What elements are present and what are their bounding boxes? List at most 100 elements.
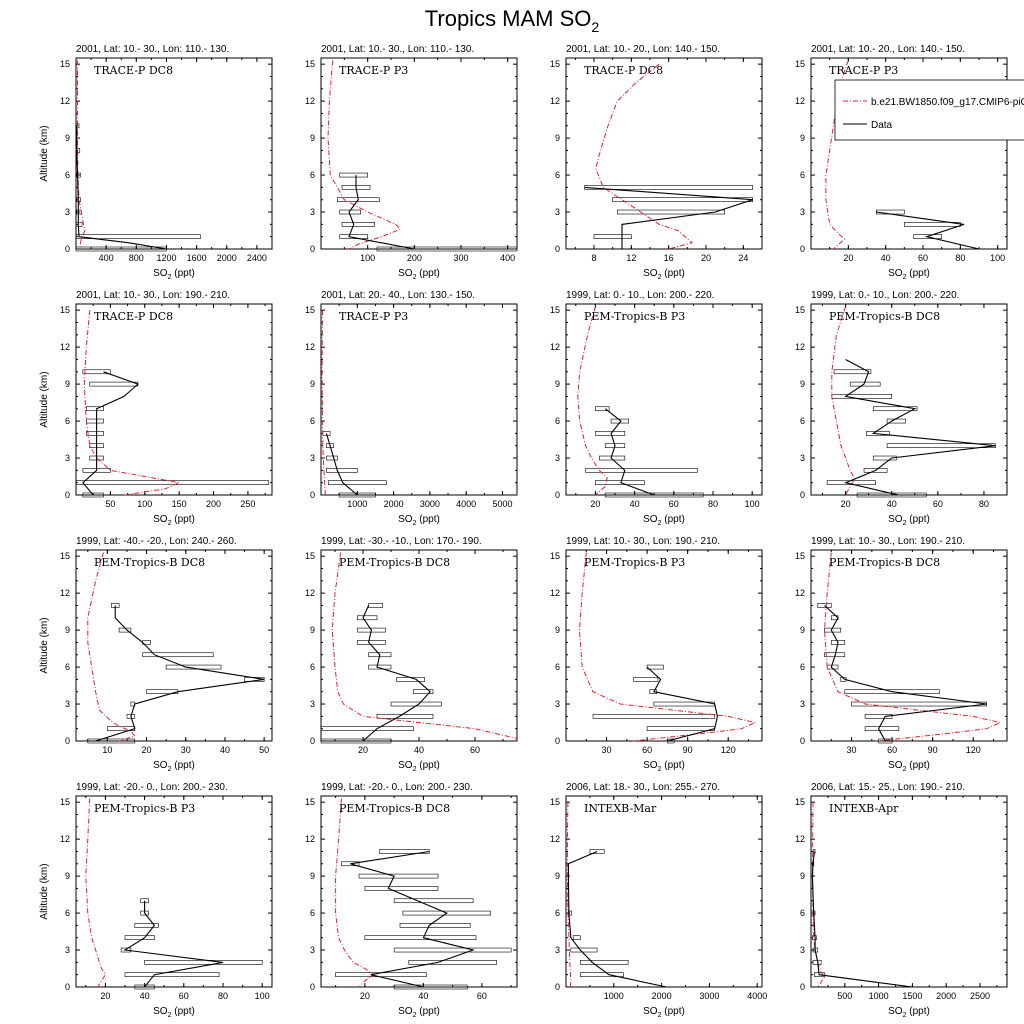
- x-axis-label: SO2 (ppt): [398, 268, 440, 281]
- y-tick-label: 6: [65, 908, 70, 918]
- y-tick-label: 6: [65, 662, 70, 672]
- y-tick-label: 0: [310, 982, 315, 992]
- x-axis-label: SO2 (ppt): [888, 514, 930, 527]
- y-tick-label: 9: [65, 133, 70, 143]
- campaign-label: PEM-Tropics-B P3: [94, 802, 195, 815]
- x-axis-label: SO2 (ppt): [153, 514, 195, 527]
- y-tick-label: 0: [800, 244, 805, 254]
- model-series-line: [831, 306, 856, 496]
- y-tick-label: 6: [555, 170, 560, 180]
- x-tick-label: 2000: [652, 991, 672, 1001]
- y-tick-label: 0: [65, 244, 70, 254]
- campaign-label: PEM-Tropics-B DC8: [339, 802, 450, 815]
- y-axis-label: Altitude (km): [39, 371, 50, 427]
- x-tick-label: 20: [841, 499, 851, 509]
- x-tick-label: 40: [220, 745, 230, 755]
- data-range-box: [327, 480, 387, 485]
- y-tick-label: 0: [65, 490, 70, 500]
- data-range-box: [633, 677, 659, 682]
- campaign-label: PEM-Tropics-B P3: [584, 310, 685, 323]
- y-tick-label: 9: [65, 379, 70, 389]
- x-tick-label: 20: [142, 745, 152, 755]
- x-tick-label: 500: [837, 991, 852, 1001]
- panel-4: 2001, Lat: 10.- 20., Lon: 140.- 150. 0 3 6 9…: [795, 44, 1024, 281]
- x-tick-label: 40: [887, 499, 897, 509]
- y-tick-label: 0: [800, 982, 805, 992]
- x-axis-label: SO2 (ppt): [888, 760, 930, 773]
- x-tick-label: 100: [255, 991, 270, 1001]
- x-tick-label: 1000: [347, 499, 367, 509]
- observed-series-line: [76, 125, 167, 250]
- panel-8: 1999, Lat: 0.- 10., Lon: 200.- 220. 0 3 6 9 1…: [795, 290, 1008, 527]
- y-tick-label: 9: [800, 871, 805, 881]
- x-tick-label: 100: [137, 499, 152, 509]
- y-tick-label: 6: [555, 662, 560, 672]
- x-tick-label: 250: [240, 499, 255, 509]
- x-tick-label: 200: [407, 253, 422, 263]
- data-range-box: [667, 738, 675, 744]
- plot-frame: [565, 57, 763, 250]
- x-tick-label: 1000: [604, 991, 624, 1001]
- data-range-box: [831, 394, 893, 399]
- data-range-box: [82, 369, 111, 375]
- x-tick-label: 400: [500, 253, 515, 263]
- x-tick-label: 1600: [187, 253, 207, 263]
- y-tick-label: 0: [310, 490, 315, 500]
- data-range-box: [86, 431, 104, 436]
- x-tick-label: 60: [918, 253, 928, 263]
- data-range-box: [580, 960, 629, 965]
- panel-9: 1999, Lat: -40.- -20., Lon: 240.- 260. 0 3…: [39, 536, 273, 773]
- y-tick-label: 15: [305, 305, 315, 315]
- data-range-box: [357, 615, 378, 621]
- model-series-line: [87, 552, 136, 742]
- data-range-box: [76, 172, 81, 178]
- x-axis-label: SO2 (ppt): [888, 1006, 930, 1019]
- x-tick-label: 80: [708, 499, 718, 509]
- panel-subtitle: 2001, Lat: 10.- 30., Lon: 110.- 130.: [321, 44, 474, 55]
- y-tick-label: 0: [555, 490, 560, 500]
- data-range-box: [338, 492, 376, 498]
- plot-frame: [320, 549, 518, 742]
- x-tick-label: 4000: [747, 991, 767, 1001]
- data-range-box: [326, 468, 358, 473]
- data-range-box: [320, 738, 392, 744]
- plot-frame: [810, 303, 1008, 496]
- y-tick-label: 12: [305, 96, 315, 106]
- data-range-box: [393, 898, 474, 904]
- campaign-label: TRACE-P DC8: [584, 64, 663, 77]
- x-tick-label: 60: [642, 745, 652, 755]
- panels: 2001, Lat: 10.- 30., Lon: 110.- 130. 0 3 6 9…: [39, 44, 1024, 1019]
- data-range-box: [341, 861, 360, 867]
- x-tick-label: 40: [418, 991, 428, 1001]
- x-tick-label: 20: [701, 253, 711, 263]
- x-tick-label: 20: [360, 991, 370, 1001]
- panel-13: 1999, Lat: -20.- 0., Lon: 200.- 230. 0 3 6 9…: [39, 782, 273, 1019]
- y-tick-label: 0: [310, 244, 315, 254]
- panel-subtitle: 2001, Lat: 10.- 30., Lon: 190.- 210.: [76, 290, 230, 301]
- x-tick-label: 1200: [156, 253, 176, 263]
- data-range-box: [570, 947, 598, 953]
- x-tick-label: 30: [181, 745, 191, 755]
- y-tick-label: 3: [555, 945, 560, 955]
- panel-subtitle: 2006, Lat: 15.- 25., Lon: 190.- 210.: [811, 782, 965, 793]
- data-range-box: [82, 492, 104, 498]
- campaign-label: PEM-Tropics-B DC8: [829, 310, 940, 323]
- x-tick-label: 50: [105, 499, 115, 509]
- plot-frame: [565, 549, 763, 742]
- y-tick-label: 12: [60, 588, 70, 598]
- x-tick-label: 60: [179, 991, 189, 1001]
- x-tick-label: 800: [129, 253, 144, 263]
- y-tick-label: 0: [800, 736, 805, 746]
- data-range-box: [572, 935, 581, 941]
- x-tick-label: 40: [414, 745, 424, 755]
- y-tick-label: 15: [60, 797, 70, 807]
- y-tick-label: 12: [305, 834, 315, 844]
- x-tick-label: 8: [591, 253, 596, 263]
- y-tick-label: 12: [795, 834, 805, 844]
- y-tick-label: 15: [550, 797, 560, 807]
- x-tick-label: 3000: [420, 499, 440, 509]
- y-tick-label: 6: [800, 908, 805, 918]
- data-range-box: [339, 234, 368, 239]
- data-range-box: [87, 738, 136, 744]
- y-tick-label: 9: [310, 871, 315, 881]
